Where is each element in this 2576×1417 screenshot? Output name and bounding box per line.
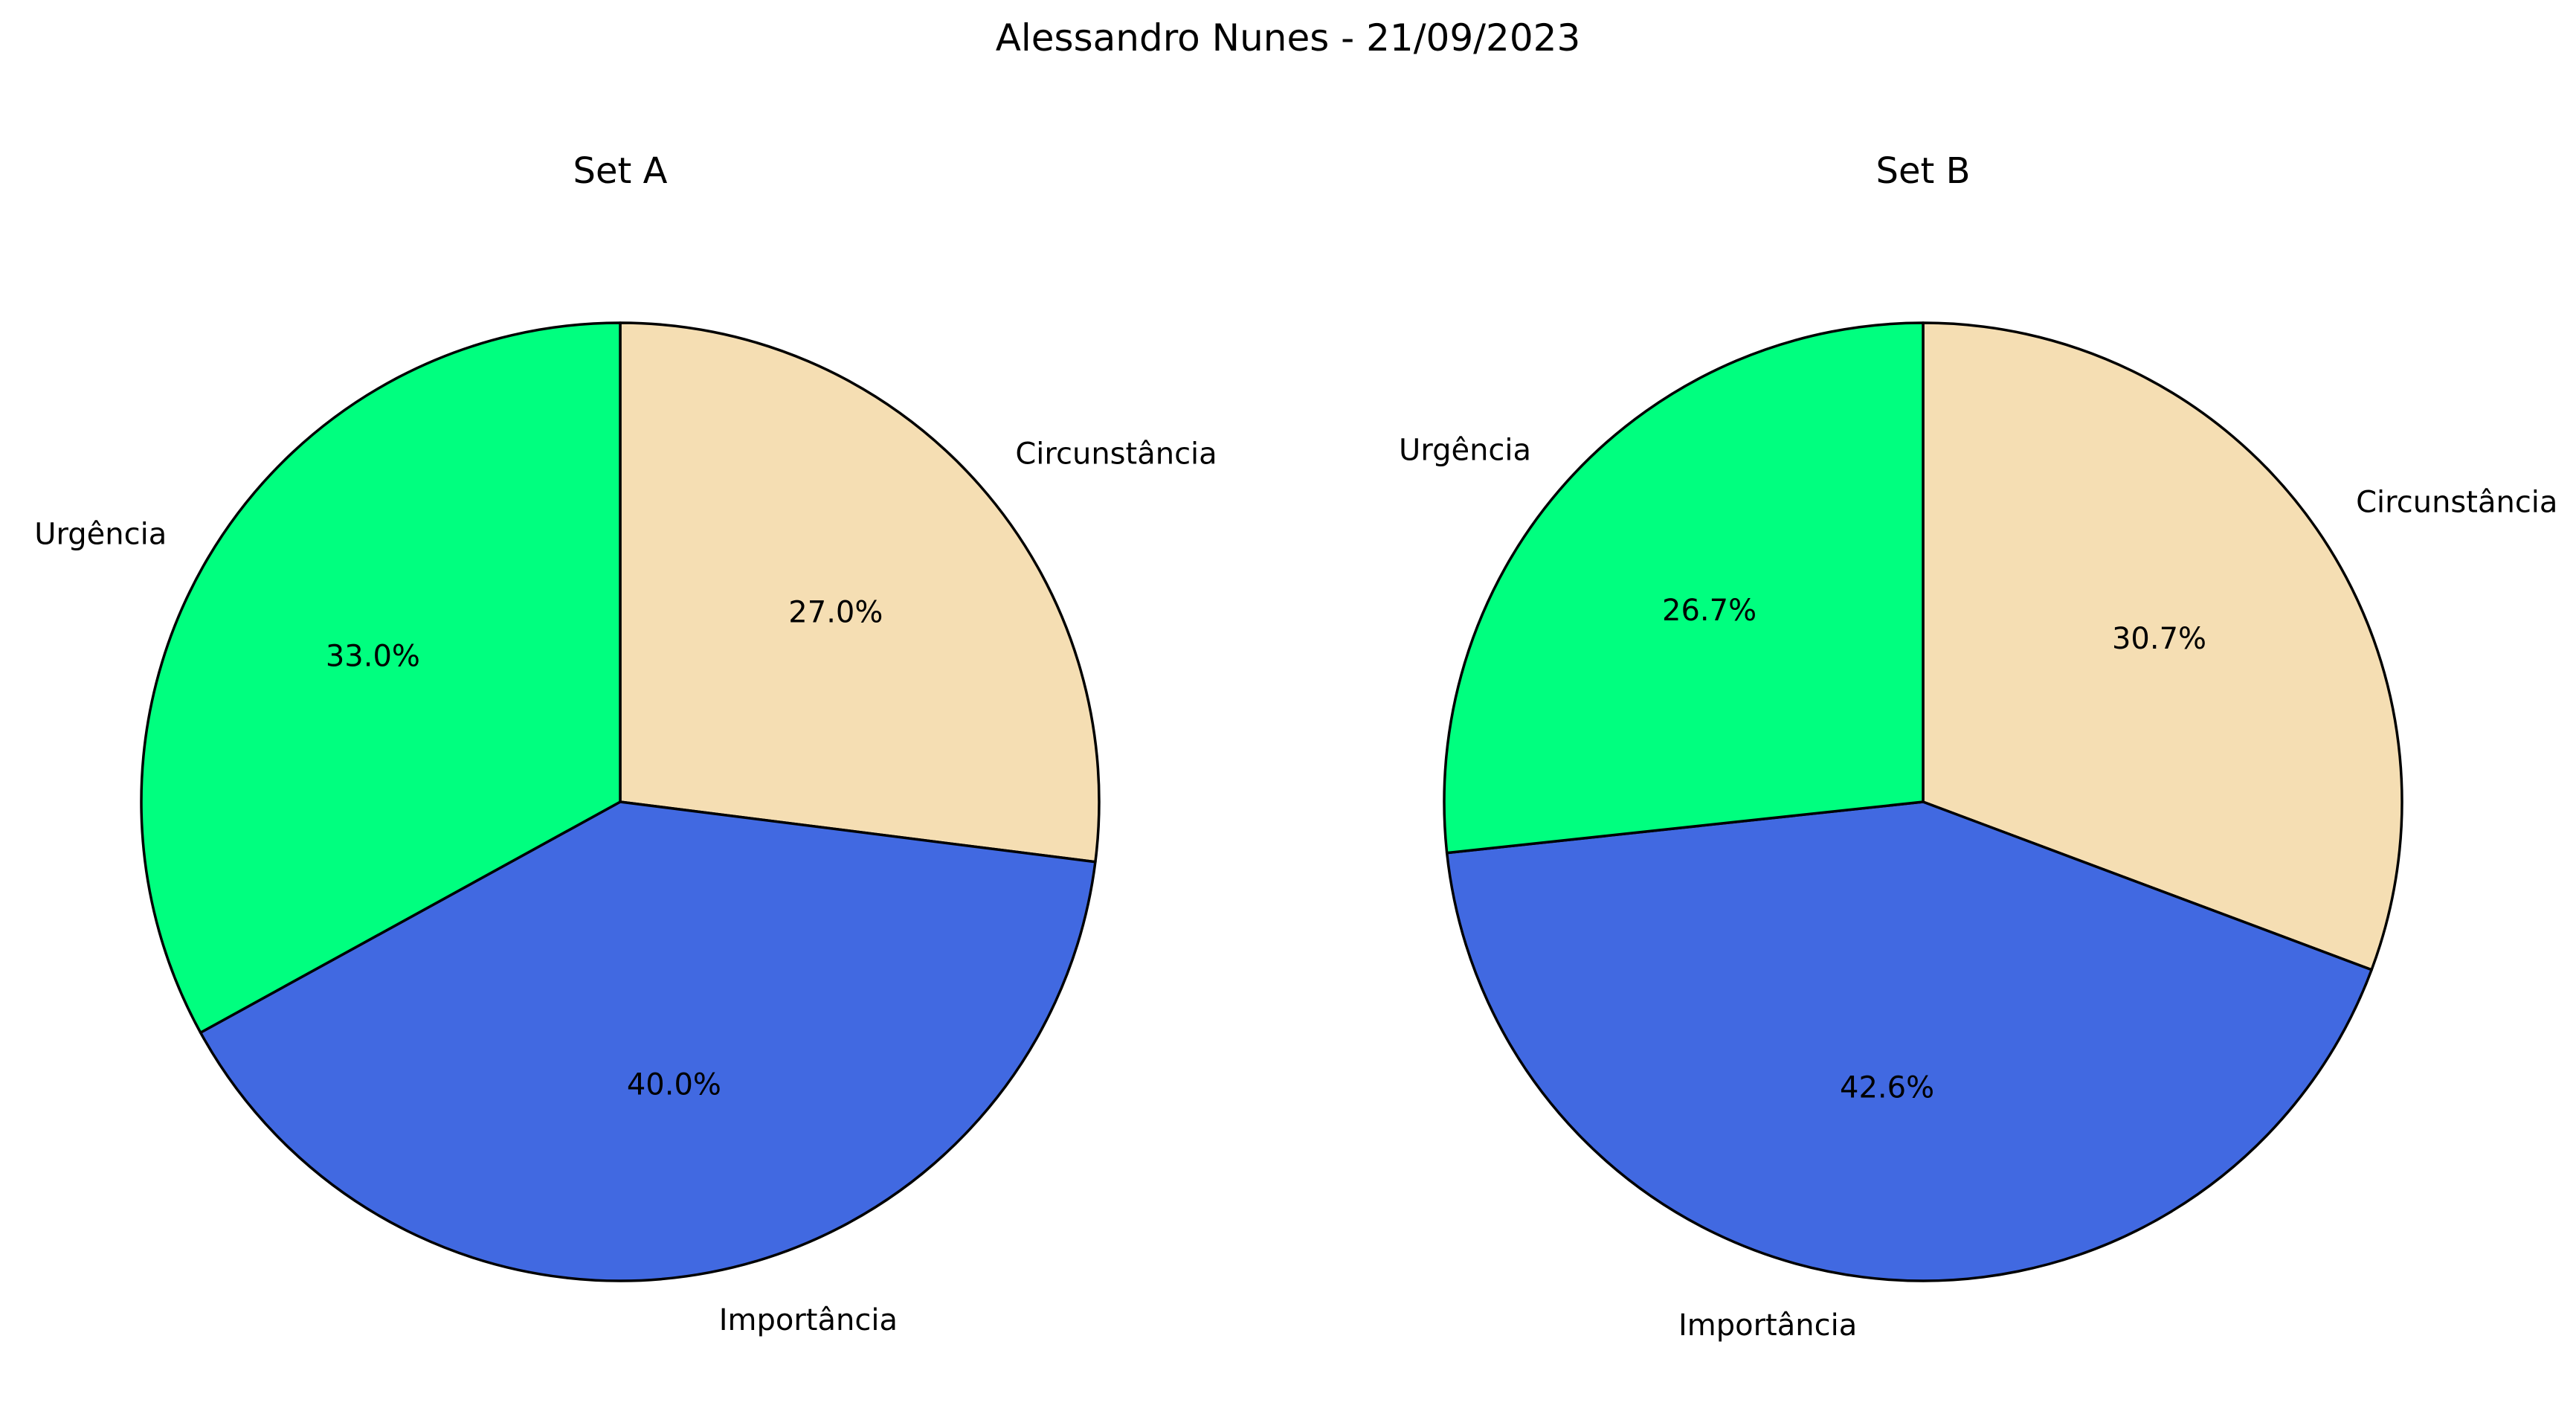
pie-set-a-label-urgencia: Urgência	[34, 517, 167, 551]
pie-set-a-pct-urgencia: 33.0%	[326, 639, 420, 673]
pie-set-a-slice-urgencia	[140, 321, 622, 1034]
pie-set-b-pct-circunstancia: 30.7%	[2112, 622, 2206, 656]
pie-set-b-pct-importancia: 42.6%	[1840, 1070, 1934, 1105]
pie-set-a-pct-circunstancia: 27.0%	[788, 595, 883, 629]
pie-set-a-pct-importancia: 40.0%	[627, 1068, 721, 1102]
pie-set-a-label-circunstancia: Circunstância	[1015, 437, 1217, 472]
pie-set-b-label-urgencia: Urgência	[1399, 434, 1531, 468]
pie-set-b-label-importancia: Importância	[1678, 1308, 1857, 1343]
pie-set-a-slice-circunstancia	[619, 321, 1101, 864]
pie-chart-set-b: Set B Circunstância 30.7% Importância 42.6%…	[1399, 150, 2557, 1343]
pie-b-labels: Circunstância 30.7% Importância 42.6% Urgênc…	[1399, 434, 2557, 1343]
pie-set-b-slice-circunstancia	[1922, 321, 2403, 971]
pie-b-wedges	[1443, 321, 2403, 1282]
pie-set-b-pct-urgencia: 26.7%	[1662, 594, 1756, 628]
pie-set-b-slice-urgencia	[1443, 321, 1925, 855]
pie-title-set-a: Set A	[573, 150, 668, 192]
pie-title-set-b: Set B	[1875, 150, 1970, 192]
pie-set-b-slice-importancia	[1445, 800, 2373, 1282]
pie-set-a-label-importancia: Importância	[719, 1303, 898, 1337]
pie-a-labels: Circunstância 27.0% Importância 40.0% Urgênc…	[34, 437, 1217, 1337]
pie-a-wedges	[140, 321, 1101, 1282]
pie-set-a-slice-importancia	[199, 800, 1097, 1282]
pie-set-b-label-circunstancia: Circunstância	[2356, 485, 2557, 519]
figure-title: Alessandro Nunes - 21/09/2023	[996, 16, 1581, 60]
pie-chart-set-a: Set A Circunstância 27.0% Importância 40.0%…	[34, 150, 1217, 1337]
